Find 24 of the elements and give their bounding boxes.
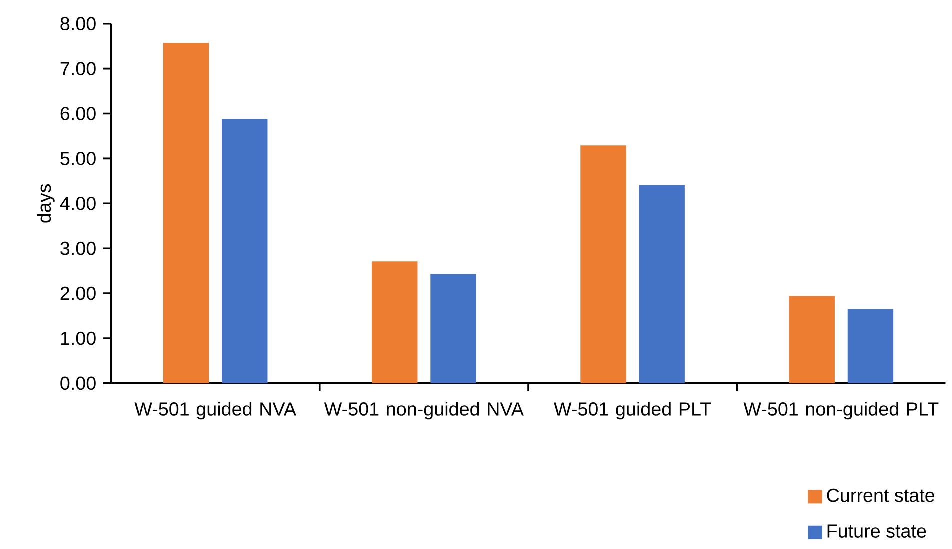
x-tick-label: W-501 guided NVA	[134, 402, 296, 420]
legend-label: Current state	[827, 489, 935, 502]
bar	[639, 185, 685, 384]
bar	[372, 262, 418, 384]
bar	[430, 274, 476, 384]
bar	[222, 119, 268, 384]
y-tick-label: 0.00	[60, 377, 96, 390]
y-tick-label: 8.00	[60, 17, 96, 31]
bar	[789, 296, 835, 384]
x-tick-label: W-501 non-guided NVA	[324, 402, 524, 420]
y-tick-label: 6.00	[60, 107, 96, 121]
bar	[580, 146, 626, 384]
y-tick-label: 3.00	[60, 242, 96, 256]
y-tick-label: 2.00	[60, 287, 96, 300]
y-axis-title: days	[37, 184, 55, 224]
y-tick-label: 7.00	[60, 62, 96, 76]
x-tick-label: W-501 non-guided PLT	[744, 402, 939, 420]
y-tick-label: 1.00	[61, 332, 96, 346]
bar	[848, 310, 894, 384]
y-tick-label: 4.00	[60, 197, 96, 211]
y-tick-label: 5.00	[60, 152, 96, 166]
bar	[163, 43, 210, 384]
x-tick-label: W-501 guided PLT	[554, 402, 712, 420]
legend-label: Future state	[828, 524, 926, 538]
